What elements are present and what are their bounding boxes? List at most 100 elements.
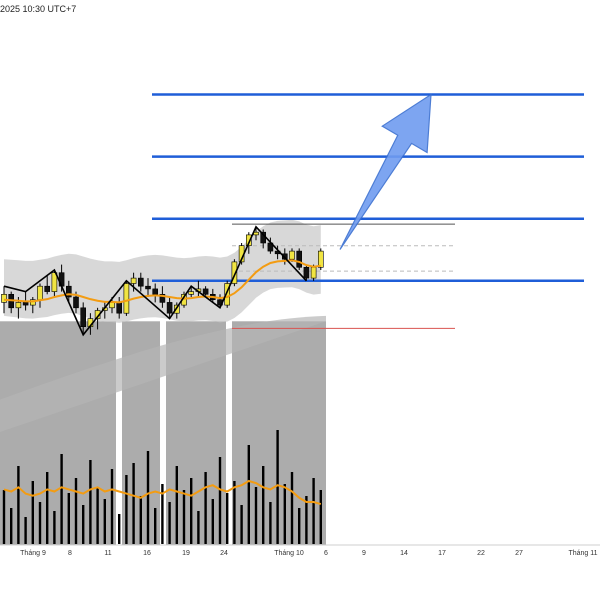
volume-bar-45: [319, 490, 322, 544]
candle-body-10: [66, 285, 72, 298]
candle-body-33: [231, 261, 238, 284]
x-tick-label-13: 27: [515, 550, 523, 557]
x-tick-label-10: 14: [400, 550, 408, 557]
projection-arrow-shape[interactable]: [339, 93, 432, 250]
volume-ma-polyline: [3, 479, 322, 506]
x-tick-label-12: 22: [477, 550, 485, 557]
candle-body-42: [296, 250, 303, 268]
volume-bar-14: [96, 487, 99, 544]
volume-bar-13: [89, 460, 92, 544]
projection-arrow[interactable]: [339, 93, 432, 250]
volume-bar-11: [74, 478, 78, 544]
volume-bar-31: [218, 457, 222, 544]
candle-body-7: [44, 285, 51, 292]
volume-bar-18: [125, 475, 128, 544]
volume-bar-2: [10, 508, 13, 544]
volume-bar-38: [269, 502, 272, 544]
candle-body-3: [15, 302, 22, 309]
candle-body-44: [310, 266, 317, 279]
candle-body-22: [152, 288, 158, 295]
volume-bar-36: [254, 487, 258, 544]
moving-average-line: [3, 259, 321, 304]
volume-bar-41: [290, 472, 294, 544]
candle-body-23: [159, 293, 166, 303]
volume-bar-25: [175, 466, 178, 544]
candle-body-11: [73, 296, 79, 309]
candle-body-29: [202, 288, 209, 295]
volume-bar-21: [146, 451, 150, 544]
volume-bar-43: [305, 496, 308, 544]
candle-body-27: [188, 291, 194, 295]
volume-bar-35: [247, 445, 250, 544]
candle-body-12: [80, 307, 86, 327]
candle-body-4: [22, 302, 29, 306]
ma-polyline: [3, 259, 321, 304]
x-tick-label-4: 16: [143, 550, 151, 557]
volume-band-4: [232, 321, 326, 545]
volume-bar-22: [154, 508, 157, 544]
candle-body-18: [123, 283, 130, 314]
volume-bar-1: [2, 490, 6, 544]
volume-bar-34: [240, 505, 243, 544]
volume-bar-44: [312, 478, 315, 544]
volume-bar-5: [31, 481, 34, 544]
volume-ma-line: [3, 479, 322, 506]
volume-bar-26: [182, 490, 186, 544]
candle-body-19: [130, 277, 137, 284]
candle-body-16: [109, 302, 115, 309]
candle-body-8: [51, 272, 58, 292]
volume-bar-23: [161, 484, 164, 544]
volume-bar-39: [276, 430, 279, 544]
time-axis: Tháng 9 8 11 16 19 24 Tháng 10 6 9 14 17 22 27 Tháng …: [0, 544, 600, 557]
volume-bar-24: [168, 502, 171, 544]
candle-body-35: [246, 234, 252, 246]
x-tick-label-1: Tháng 9: [20, 550, 46, 557]
candle-body-1: [1, 293, 7, 303]
volume-bar-4: [24, 517, 27, 544]
volume-bars: [2, 430, 322, 544]
volume-bar-30: [211, 499, 214, 544]
candle-body-41: [289, 250, 295, 260]
volume-bar-33: [233, 481, 236, 544]
volume-bar-37: [262, 466, 265, 544]
x-tick-label-5: 19: [182, 550, 190, 557]
volume-bar-15: [103, 499, 106, 544]
candlesticks: [1, 226, 324, 335]
volume-bar-40: [283, 484, 286, 544]
x-tick-label-9: 9: [362, 550, 366, 557]
horizontal-levels: [152, 93, 584, 283]
volume-bar-7: [46, 472, 49, 544]
volume-bar-32: [226, 493, 229, 544]
volume-bar-28: [197, 511, 200, 544]
x-tick-label-3: 11: [104, 550, 111, 557]
candle-body-5: [29, 299, 36, 306]
chart-timestamp: 2025 10:30 UTC+7: [0, 4, 77, 14]
candle-body-6: [37, 285, 43, 301]
volume-bar-19: [132, 463, 135, 544]
volume-bar-20: [139, 496, 142, 544]
volume-bar-42: [298, 508, 301, 544]
volume-bar-6: [38, 502, 42, 544]
candle-body-17: [116, 302, 122, 314]
candle-body-32: [224, 283, 230, 306]
x-tick-label-6: 24: [220, 550, 228, 557]
candle-body-43: [303, 266, 310, 279]
candle-body-45: [317, 250, 324, 268]
volume-bar-9: [60, 454, 63, 544]
volume-bar-29: [204, 472, 207, 544]
zigzag-polyline: [3, 225, 307, 337]
x-tick-label-14: Tháng 11: [568, 550, 597, 557]
volume-bar-10: [67, 493, 70, 544]
x-tick-label-8: 6: [324, 550, 328, 557]
candle-body-21: [145, 285, 151, 290]
x-tick-label-2: 8: [68, 550, 72, 557]
zigzag-line: [3, 225, 307, 337]
candle-body-24: [166, 302, 173, 314]
volume-bar-17: [118, 514, 121, 544]
volume-bar-27: [190, 478, 193, 544]
cloud-lower-area: [0, 315, 326, 432]
x-tick-label-11: 17: [438, 550, 446, 557]
volume-bar-12: [82, 505, 85, 544]
volume-bar-8: [53, 511, 56, 544]
